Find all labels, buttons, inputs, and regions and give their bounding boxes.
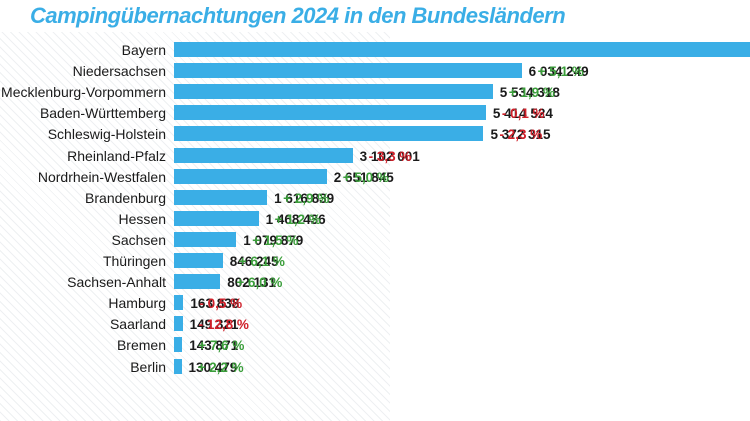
category-label: Hessen bbox=[118, 210, 166, 227]
value-label: 1 468 436 bbox=[265, 211, 326, 227]
category-label: Berlin bbox=[130, 358, 166, 375]
value-label: 149 321 bbox=[189, 317, 239, 333]
value-label: 3 102 001 bbox=[359, 148, 420, 164]
bar bbox=[174, 253, 223, 268]
bar bbox=[174, 231, 237, 247]
value-label: 802 131 bbox=[227, 275, 276, 291]
bar bbox=[174, 84, 493, 100]
change-label: - 0,5 % bbox=[199, 296, 243, 312]
bar-row: Thüringen 846 245 + 6,1 % bbox=[0, 251, 750, 272]
value-label: 5 414 524 bbox=[492, 106, 553, 122]
value-label: 143 871 bbox=[189, 338, 239, 354]
bar bbox=[174, 63, 522, 79]
category-label: Rheinland-Pfalz bbox=[67, 147, 166, 164]
change-label: + 1,9 % bbox=[508, 85, 555, 101]
change-label: + 5,0 % bbox=[342, 169, 389, 185]
change-label: + 7,6 % bbox=[198, 338, 245, 354]
change-label: + 6,1 % bbox=[238, 254, 285, 269]
bar bbox=[174, 126, 484, 142]
bar bbox=[174, 358, 182, 374]
value-label: 6 034 249 bbox=[528, 64, 589, 80]
bar-row: Berlin 130 479 + 2,2 % bbox=[0, 357, 750, 378]
category-label: Bremen bbox=[116, 337, 166, 354]
bar bbox=[174, 316, 183, 332]
bar-row: Saarland 149 321- 12,8 % bbox=[0, 314, 750, 335]
bar bbox=[174, 210, 259, 226]
category-label: Sachsen bbox=[111, 231, 166, 248]
bar-row: Bremen 143 871 + 7,6 % bbox=[0, 335, 750, 356]
change-label: - 2,3 % bbox=[499, 127, 543, 143]
value-label: 846 245 bbox=[229, 254, 279, 269]
category-label: Niedersachsen bbox=[72, 63, 166, 80]
change-label: + 2,2 % bbox=[197, 359, 244, 375]
bar-row: Sachsen-Anhalt 802 131 + 6,0 % bbox=[0, 272, 750, 293]
change-label: + 6,0 % bbox=[236, 275, 283, 291]
chart-title: Campingübernachtungen 2024 in den Bundes… bbox=[30, 3, 566, 28]
change-label: + 1,5 % bbox=[252, 232, 299, 248]
bar-row: Schleswig-Holstein 5 372 315- 2,3 % bbox=[0, 124, 750, 145]
value-label: 5 372 315 bbox=[490, 127, 551, 143]
bar-row: Brandenburg 1 616 839 + 2,9 % bbox=[0, 188, 750, 209]
bar-row: Mecklenburg-Vorpommern 5 534 318 + 1,9 % bbox=[0, 82, 750, 103]
value-label: 1 079 879 bbox=[243, 232, 304, 248]
change-label: + 5,1 % bbox=[537, 64, 584, 80]
bar bbox=[174, 105, 486, 121]
category-label: Hamburg bbox=[108, 295, 166, 312]
bar bbox=[174, 274, 221, 290]
value-label: 2 651 845 bbox=[333, 169, 394, 185]
bar-row: Hessen 1 468 436 + 1,2 % bbox=[0, 209, 750, 230]
bar-row: Nordrhein-Westfalen 2 651 845 + 5,0 % bbox=[0, 167, 750, 188]
bar-row: Hamburg 163 838- 0,5 % bbox=[0, 293, 750, 314]
change-label: - 3,3 % bbox=[368, 148, 412, 164]
bar bbox=[174, 295, 184, 311]
category-label: Saarland bbox=[109, 316, 166, 333]
bar-row: Baden-Württemberg 5 414 524- 0,1 % bbox=[0, 103, 750, 124]
change-label: - 0,1 % bbox=[501, 106, 545, 122]
category-label: Bayern bbox=[121, 42, 166, 58]
bar-row: Rheinland-Pfalz 3 102 001- 3,3 % bbox=[0, 146, 750, 167]
bar-row: Sachsen 1 079 879 + 1,5 % bbox=[0, 230, 750, 251]
bar bbox=[174, 189, 268, 205]
category-label: Mecklenburg-Vorpommern bbox=[1, 84, 166, 101]
bar-row: Bayern bbox=[0, 40, 750, 61]
bar bbox=[174, 168, 327, 184]
category-label: Nordrhein-Westfalen bbox=[37, 168, 166, 185]
value-label: 1 616 839 bbox=[274, 190, 335, 206]
change-label: + 2,9 % bbox=[283, 190, 330, 206]
bar-chart: Bayern Niedersachsen 6 034 249 + 5,1 % Meckl… bbox=[0, 40, 750, 385]
bar bbox=[174, 147, 353, 163]
category-label: Schleswig-Holstein bbox=[47, 126, 166, 143]
value-label: 163 838 bbox=[190, 296, 240, 312]
category-label: Sachsen-Anhalt bbox=[67, 274, 166, 291]
bar-row: Niedersachsen 6 034 249 + 5,1 % bbox=[0, 61, 750, 82]
change-label: - 12,8 % bbox=[198, 317, 249, 333]
bar bbox=[174, 42, 750, 57]
value-label: 5 534 318 bbox=[499, 85, 560, 101]
category-label: Brandenburg bbox=[85, 189, 166, 206]
change-label: + 1,2 % bbox=[274, 211, 321, 227]
value-label: 130 479 bbox=[188, 359, 238, 375]
category-label: Thüringen bbox=[102, 253, 166, 269]
category-label: Baden-Württemberg bbox=[39, 105, 166, 122]
bar bbox=[174, 337, 183, 353]
